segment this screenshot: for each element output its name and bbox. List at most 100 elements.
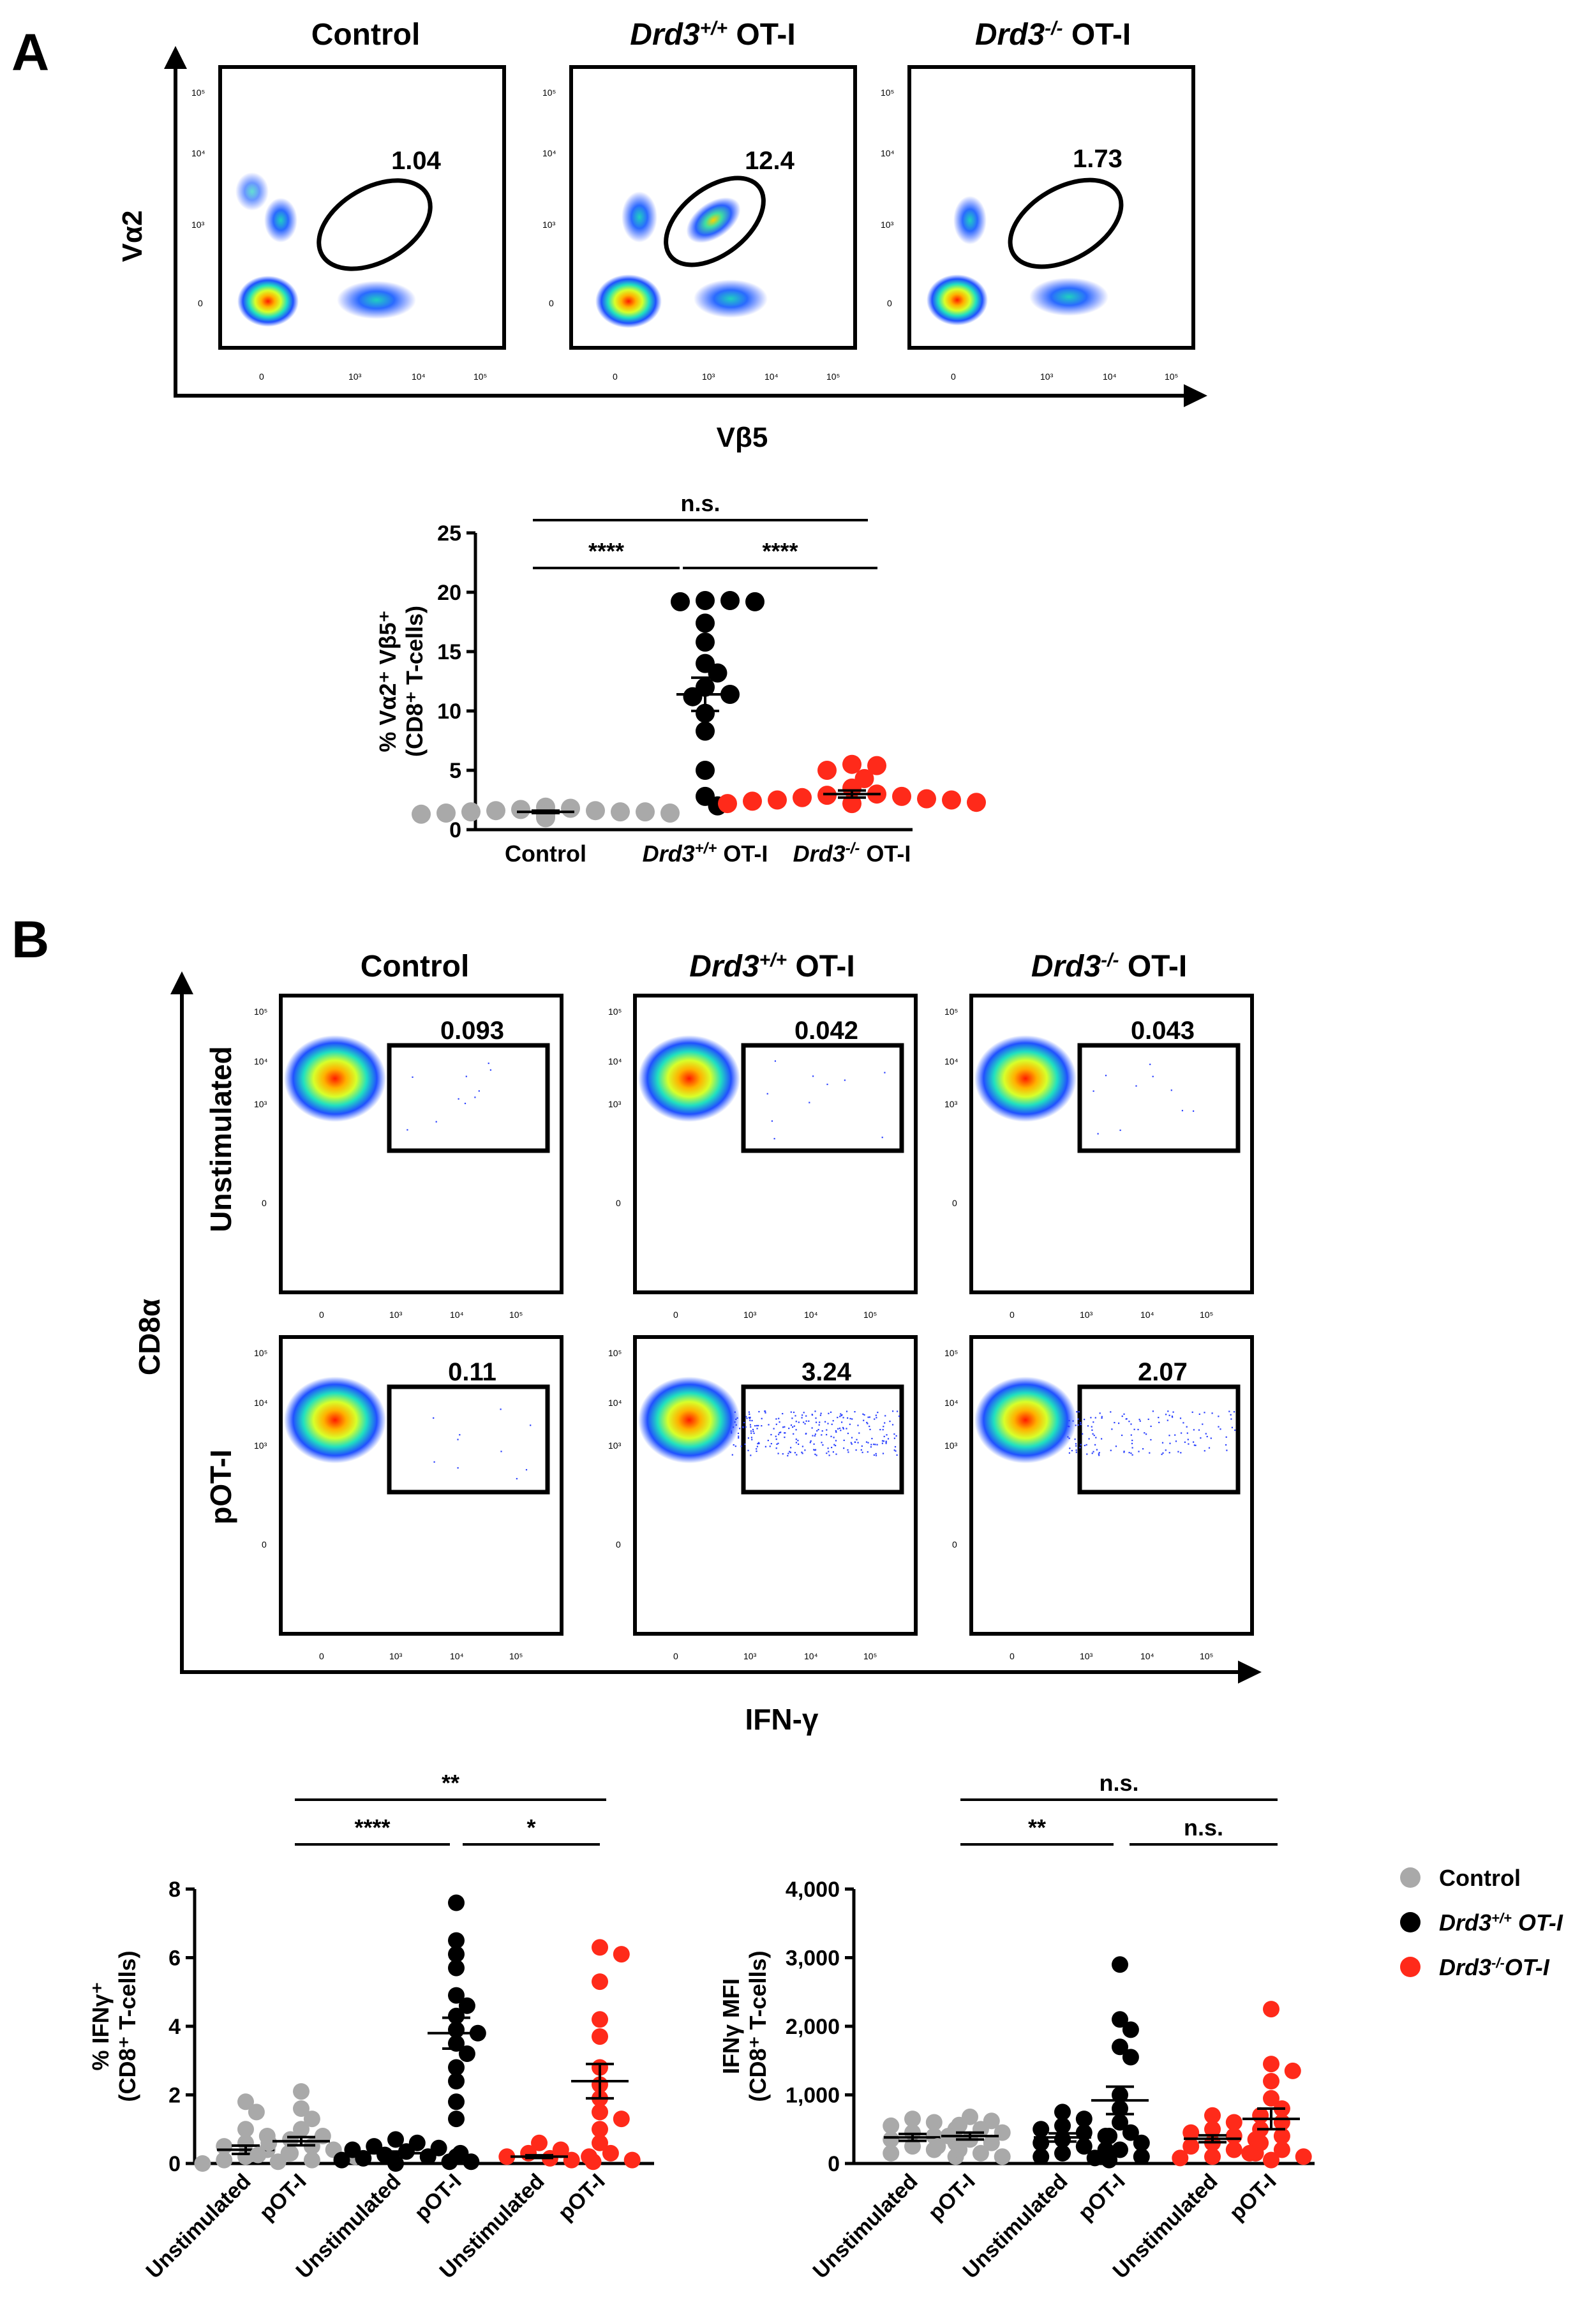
- event-dot: [757, 1443, 759, 1445]
- y-axis-label: % IFNγ⁺(CD8⁺ T-cells): [87, 1950, 140, 2102]
- event-dot: [756, 1448, 757, 1450]
- tick-label: 10⁵: [509, 1651, 523, 1661]
- event-dot: [814, 1449, 817, 1451]
- data-point: [1204, 2148, 1221, 2165]
- event-dot: [831, 1447, 833, 1449]
- event-dot: [1218, 1426, 1219, 1428]
- event-dot: [1091, 1453, 1093, 1454]
- tick-label: 10³: [1040, 371, 1054, 382]
- event-dot: [814, 1453, 816, 1455]
- event-dot: [1098, 1453, 1100, 1455]
- tick-label: 10⁴: [254, 1056, 268, 1066]
- event-dot: [863, 1419, 865, 1421]
- event-dot: [869, 1416, 870, 1418]
- event-dot: [1093, 1435, 1095, 1437]
- tick-label: 10⁴: [764, 371, 779, 382]
- event-dot: [433, 1461, 435, 1463]
- event-dot: [749, 1419, 751, 1421]
- data-point: [1204, 2121, 1221, 2138]
- event-dot: [756, 1450, 757, 1453]
- y-tick-label: 0: [449, 818, 461, 842]
- label-rest: OT-I: [717, 841, 768, 867]
- event-dot: [784, 1437, 786, 1438]
- gate-value: 0.11: [448, 1358, 496, 1386]
- event-dot: [1228, 1410, 1230, 1412]
- data-point: [448, 1987, 465, 2004]
- event-dot: [794, 1415, 796, 1417]
- tick-label: 10⁵: [826, 371, 840, 382]
- event-dot: [457, 1438, 459, 1440]
- data-point: [412, 804, 431, 824]
- data-point: [436, 803, 456, 823]
- event-dot: [875, 1453, 877, 1454]
- event-dot: [769, 1446, 771, 1447]
- tick-label: 10⁴: [1103, 371, 1117, 382]
- event-dot: [1193, 1444, 1195, 1446]
- event-dot: [1152, 1075, 1154, 1077]
- y-tick-label: 0: [828, 2152, 840, 2176]
- event-dot: [500, 1409, 502, 1410]
- tick-label: 10³: [944, 1099, 958, 1109]
- event-dot: [1128, 1452, 1130, 1454]
- y-tick-label: 4: [168, 2015, 181, 2039]
- data-point: [1284, 2062, 1301, 2079]
- event-dot: [747, 1437, 749, 1439]
- significance-label: ****: [762, 538, 798, 564]
- event-dot: [1186, 1426, 1188, 1428]
- gate-value: 1.04: [391, 147, 442, 175]
- event-dot: [750, 1426, 752, 1428]
- significance-label: **: [1028, 1814, 1046, 1841]
- data-point: [1033, 2121, 1050, 2138]
- event-dot: [1131, 1439, 1133, 1442]
- event-dot: [837, 1428, 839, 1430]
- event-dot: [459, 1434, 461, 1436]
- legend-label-ko: Drd3-/-OT-I: [1439, 1954, 1550, 1980]
- data-point: [660, 803, 680, 823]
- event-dot: [1077, 1418, 1079, 1420]
- tick-label: 10⁵: [254, 1006, 267, 1017]
- event-dot: [742, 1426, 744, 1428]
- event-dot: [821, 1430, 823, 1432]
- data-point: [867, 756, 886, 775]
- tick-label: 0: [262, 1539, 267, 1550]
- event-dot: [768, 1424, 770, 1426]
- event-dot: [761, 1425, 763, 1427]
- event-dot: [886, 1434, 888, 1436]
- flow-a-x-arrowhead: [1184, 384, 1207, 407]
- tick-label: 10⁴: [191, 148, 205, 158]
- event-dot: [1092, 1433, 1094, 1435]
- tick-label: 0: [952, 1198, 957, 1208]
- event-dot: [802, 1446, 803, 1447]
- event-dot: [1230, 1418, 1232, 1420]
- event-dot: [775, 1418, 777, 1420]
- event-dot: [832, 1451, 834, 1453]
- event-dot: [1079, 1447, 1081, 1449]
- data-point: [1263, 2089, 1279, 2107]
- event-dot: [770, 1433, 772, 1436]
- legend-marker-ko: [1400, 1957, 1421, 1977]
- event-dot: [876, 1417, 877, 1419]
- event-dot: [406, 1129, 408, 1131]
- data-point: [1263, 2073, 1279, 2089]
- event-dot: [1182, 1422, 1184, 1424]
- y-label-line: (CD8⁺ T-cells): [401, 606, 428, 757]
- density-blob: [686, 197, 741, 243]
- significance-label: n.s.: [680, 490, 720, 516]
- tick-label: 10⁴: [608, 1398, 622, 1408]
- event-dot: [814, 1433, 816, 1435]
- flow-a-plot-wt: 12.4: [569, 65, 857, 350]
- data-point: [448, 2073, 465, 2089]
- y-tick-label: 6: [168, 1947, 181, 1971]
- event-dot: [811, 1427, 813, 1429]
- event-dot: [773, 1428, 775, 1430]
- event-dot: [1131, 1447, 1133, 1449]
- event-dot: [885, 1441, 887, 1443]
- event-dot: [770, 1443, 772, 1445]
- data-point: [592, 2028, 608, 2045]
- data-point: [1122, 2049, 1139, 2066]
- tick-label: 10³: [881, 220, 894, 230]
- event-dot: [897, 1410, 899, 1412]
- event-dot: [1149, 1063, 1151, 1065]
- event-dot: [1230, 1414, 1232, 1416]
- event-dot: [851, 1418, 853, 1420]
